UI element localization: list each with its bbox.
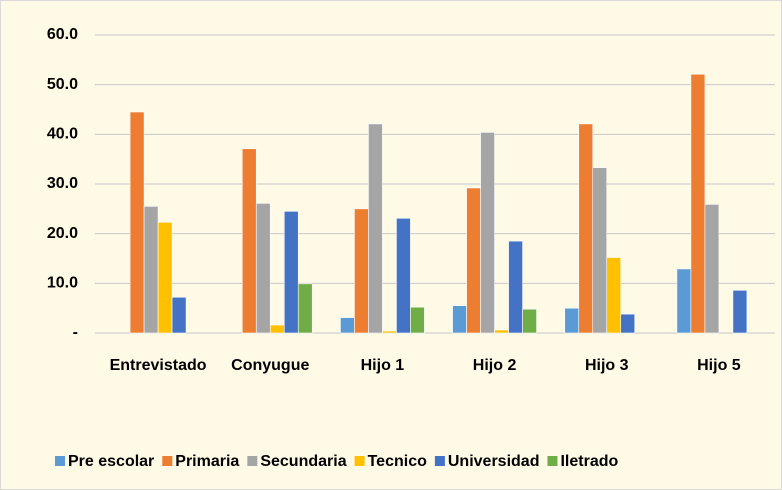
y-tick-label: 60.0 bbox=[47, 26, 78, 43]
bar bbox=[508, 240, 523, 334]
bar bbox=[269, 324, 285, 334]
bar bbox=[564, 307, 580, 334]
bar bbox=[480, 132, 495, 334]
bar bbox=[241, 148, 257, 334]
bar bbox=[606, 257, 622, 334]
legend-swatch bbox=[247, 456, 258, 466]
bar bbox=[368, 123, 383, 334]
bar bbox=[354, 208, 369, 334]
bar bbox=[592, 167, 608, 334]
bar bbox=[690, 73, 706, 334]
y-tick-label: 50.0 bbox=[47, 76, 78, 93]
bar bbox=[396, 217, 411, 334]
bar bbox=[143, 206, 159, 334]
legend-swatch bbox=[547, 456, 558, 466]
bar bbox=[255, 203, 271, 334]
bar bbox=[452, 305, 467, 334]
y-tick-label: 40.0 bbox=[47, 126, 78, 143]
bar bbox=[171, 296, 187, 334]
legend-swatch bbox=[434, 456, 445, 466]
bar bbox=[466, 187, 481, 334]
bar bbox=[704, 204, 720, 334]
bar bbox=[340, 317, 355, 334]
bar bbox=[494, 329, 509, 334]
bar bbox=[129, 111, 145, 334]
x-tick-label: Hijo 2 bbox=[473, 357, 517, 374]
legend-swatch bbox=[55, 456, 65, 466]
x-tick-label: Hijo 3 bbox=[585, 357, 629, 374]
x-tick-label: Conyugue bbox=[231, 357, 309, 374]
legend-swatch bbox=[162, 456, 173, 466]
legend-label: Universidad bbox=[448, 453, 540, 470]
bar bbox=[283, 211, 299, 334]
y-tick-label: 30.0 bbox=[47, 175, 78, 192]
legend-label: Secundaria bbox=[260, 453, 346, 470]
legend-swatch bbox=[354, 456, 365, 466]
bar bbox=[382, 330, 397, 334]
legend-label: Tecnico bbox=[368, 453, 428, 470]
x-tick-label: Hijo 5 bbox=[697, 357, 741, 374]
bar bbox=[620, 313, 636, 334]
bar bbox=[297, 283, 313, 334]
legend-label: Primaria bbox=[175, 453, 239, 470]
bar bbox=[410, 306, 425, 334]
y-tick-label: - bbox=[73, 324, 78, 341]
legend-label: Iletrado bbox=[560, 453, 618, 470]
bar bbox=[522, 308, 537, 334]
x-tick-label: Hijo 1 bbox=[361, 357, 405, 374]
bar bbox=[676, 268, 692, 334]
y-tick-label: 10.0 bbox=[47, 275, 78, 292]
legend-label: Pre escolar bbox=[68, 453, 154, 470]
y-tick-label: 20.0 bbox=[47, 225, 78, 242]
bar bbox=[732, 289, 748, 334]
bar bbox=[578, 123, 594, 334]
bar bbox=[157, 221, 173, 334]
x-tick-label: Entrevistado bbox=[110, 357, 207, 374]
